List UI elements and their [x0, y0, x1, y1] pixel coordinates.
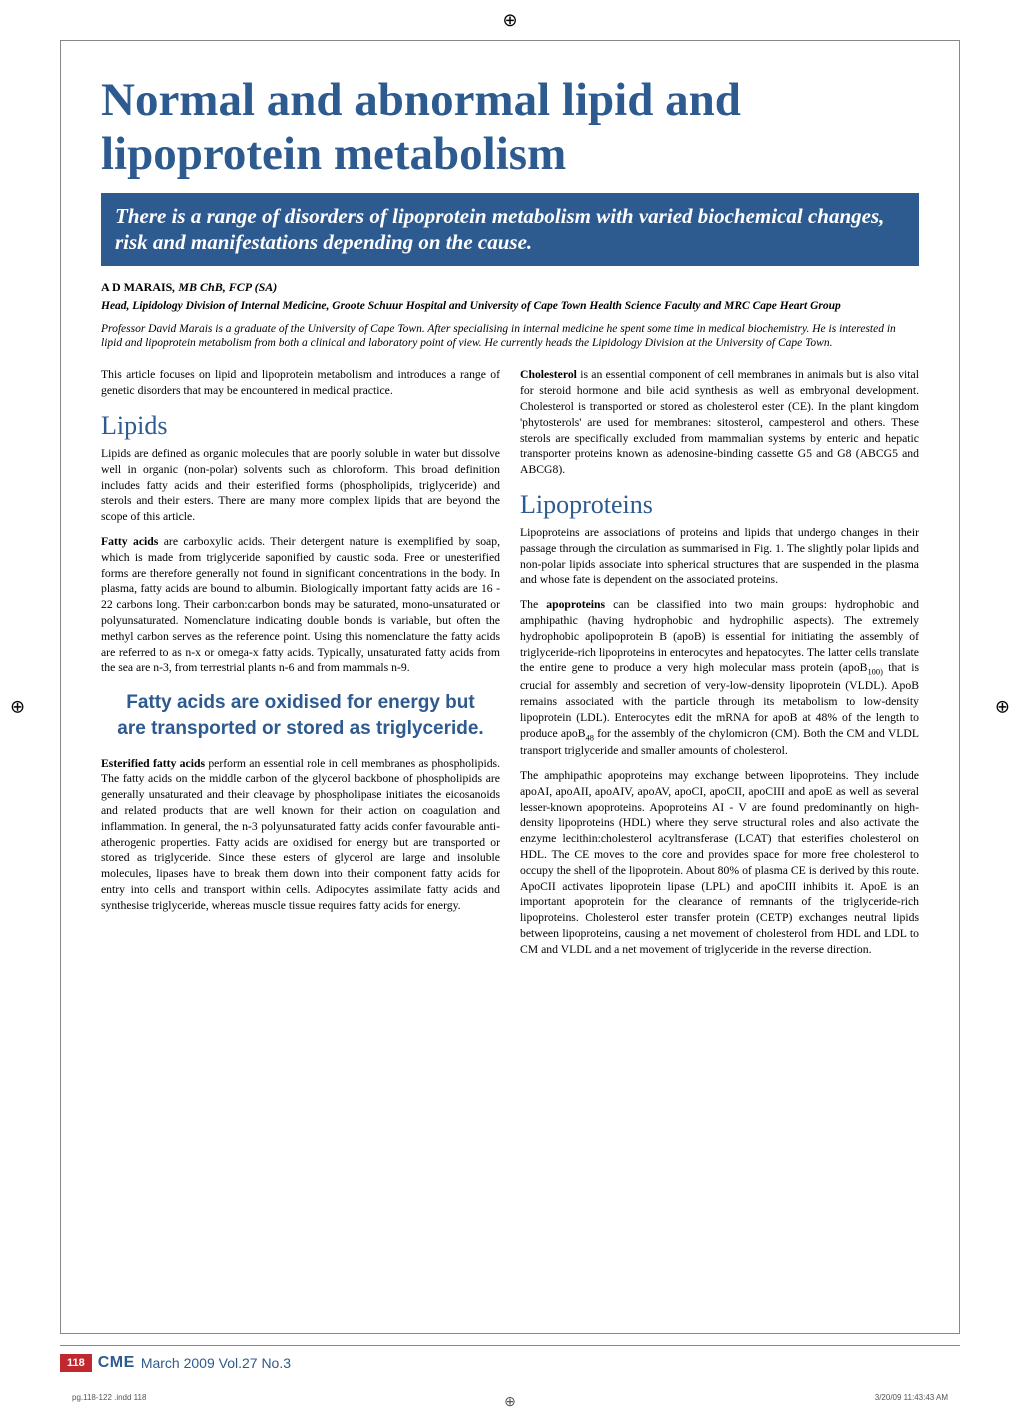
indd-crop-icon: ⊕: [504, 1393, 516, 1410]
footer-journal: CME: [98, 1354, 135, 1372]
author-credentials: , MB ChB, FCP (SA): [172, 280, 277, 294]
author-bio: Professor David Marais is a graduate of …: [101, 322, 919, 352]
body-columns: This article focuses on lipid and lipopr…: [101, 367, 919, 957]
lipo-p3: The amphipathic apoproteins may exchange…: [520, 768, 919, 958]
page-footer: 118 CME March 2009 Vol.27 No.3: [60, 1345, 960, 1372]
page-number-badge: 118: [60, 1354, 92, 1372]
cholesterol-p: Cholesterol is an essential component of…: [520, 367, 919, 478]
lipids-p3: Esterified fatty acids perform an essent…: [101, 756, 500, 914]
cholesterol-lead: Cholesterol: [520, 368, 577, 381]
crop-mark-right: ⊕: [995, 697, 1010, 718]
lipids-p1: Lipids are defined as organic molecules …: [101, 446, 500, 525]
esterified-lead: Esterified fatty acids: [101, 757, 205, 770]
page-content: Normal and abnormal lipid and lipoprotei…: [60, 40, 960, 1334]
footer-issue: March 2009 Vol.27 No.3: [141, 1355, 291, 1371]
crop-mark-left: ⊕: [10, 697, 25, 718]
lipo-p2: The apoproteins can be classified into t…: [520, 597, 919, 759]
section-lipids: Lipids: [101, 408, 500, 443]
subtitle-box: There is a range of disorders of lipopro…: [101, 193, 919, 266]
author-name: A D MARAIS: [101, 280, 172, 294]
sub-100: 100): [867, 667, 882, 677]
pullquote: Fatty acids are oxidised for energy but …: [111, 690, 490, 741]
fatty-acids-lead: Fatty acids: [101, 535, 158, 548]
indd-filename: pg.118-122 .indd 118: [72, 1393, 146, 1402]
crop-mark-top: ⊕: [502, 10, 517, 31]
lipids-p2-text: are carboxylic acids. Their detergent na…: [101, 535, 500, 674]
lipo-p1: Lipoproteins are associations of protein…: [520, 525, 919, 588]
article-title: Normal and abnormal lipid and lipoprotei…: [101, 73, 919, 181]
indesign-slug: pg.118-122 .indd 118 ⊕ 3/20/09 11:43:43 …: [72, 1393, 948, 1402]
lipids-p2: Fatty acids are carboxylic acids. Their …: [101, 534, 500, 676]
author-affiliation: Head, Lipidology Division of Internal Me…: [101, 299, 919, 314]
lipids-p3-text: perform an essential role in cell membra…: [101, 757, 500, 912]
article-subtitle: There is a range of disorders of lipopro…: [115, 203, 905, 256]
sub-48: 48: [586, 732, 594, 742]
apoproteins-lead: apoproteins: [546, 598, 605, 611]
cholesterol-text: is an essential component of cell membra…: [520, 368, 919, 476]
indd-timestamp: 3/20/09 11:43:43 AM: [875, 1393, 948, 1402]
author-line: A D MARAIS, MB ChB, FCP (SA): [101, 280, 919, 295]
section-lipoproteins: Lipoproteins: [520, 487, 919, 522]
intro-paragraph: This article focuses on lipid and lipopr…: [101, 367, 500, 399]
